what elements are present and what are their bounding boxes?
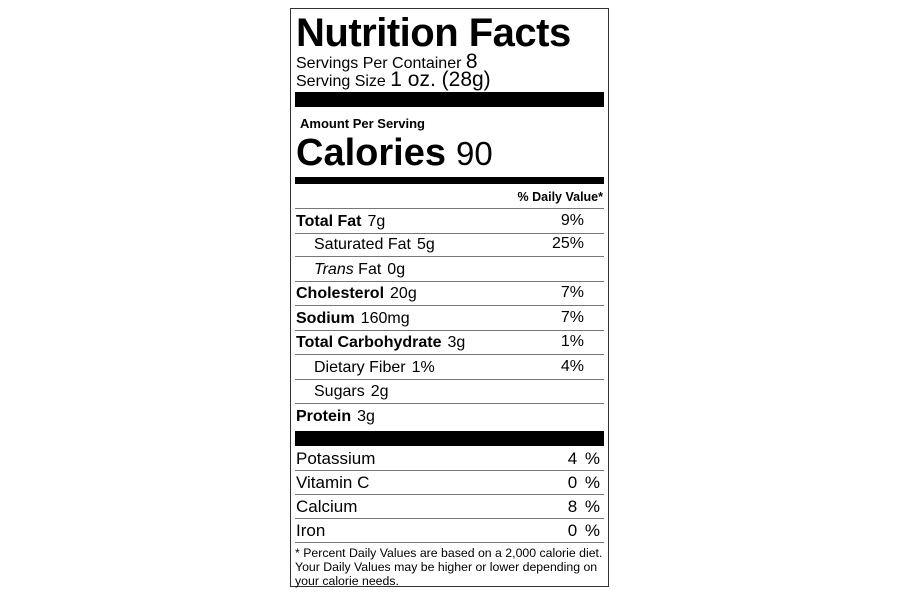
mineral-name: Potassium	[296, 449, 376, 468]
nutrient-daily-value: 1%	[560, 333, 584, 350]
amount-per-serving: Amount Per Serving	[300, 116, 425, 131]
mineral-name: Vitamin C	[296, 473, 370, 492]
nutrient-row: Total Fat 7g 9%	[295, 208, 604, 234]
nutrient-label-suffix: Fat	[358, 261, 382, 278]
nutrient-amount: 7g	[367, 213, 386, 230]
nutrient-row: Protein 3g	[295, 404, 604, 428]
nutrient-daily-value: 25%	[551, 235, 584, 252]
nutrient-name: Dietary Fiber 1%	[314, 359, 435, 377]
nutrient-amount: 0g	[387, 261, 406, 278]
daily-value-header: % Daily Value*	[517, 190, 603, 204]
nutrient-label: Sugars	[314, 383, 365, 400]
calories-label: Calories	[296, 132, 446, 174]
medium-divider	[295, 177, 604, 184]
nutrient-amount: 1%	[411, 359, 435, 376]
nutrient-label: Saturated Fat	[314, 236, 411, 253]
nutrient-name: Protein 3g	[296, 408, 375, 426]
nutrient-label: Sodium	[296, 310, 355, 327]
nutrient-row: Sodium 160mg 7%	[295, 306, 604, 331]
nutrient-daily-value: 7%	[560, 284, 584, 301]
nutrient-label: Protein	[296, 408, 352, 425]
nutrient-row: Dietary Fiber 1% 4%	[295, 355, 604, 380]
nutrient-row: Saturated Fat 5g 25%	[295, 232, 604, 257]
nutrient-label: Dietary Fiber	[314, 359, 406, 376]
mineral-row: Vitamin C 0 %	[295, 470, 604, 495]
nutrient-label: Trans	[314, 261, 354, 278]
mineral-name: Calcium	[296, 497, 358, 516]
nutrient-row: Total Carbohydrate 3g 1%	[295, 330, 604, 355]
nutrient-name: Trans Fat 0g	[314, 261, 405, 279]
calories: Calories 90	[296, 131, 493, 176]
nutrient-row: Sugars 2g	[295, 379, 604, 404]
label-title: Nutrition Facts	[296, 11, 571, 55]
nutrient-row: Cholesterol 20g 7%	[295, 281, 604, 306]
thick-divider	[295, 431, 604, 446]
thick-divider	[295, 92, 604, 107]
nutrient-amount: 2g	[370, 383, 389, 400]
nutrient-name: Total Fat 7g	[296, 213, 385, 231]
nutrient-amount: 5g	[416, 236, 435, 253]
nutrient-label: Total Carbohydrate	[296, 334, 442, 351]
mineral-row: Calcium 8 %	[295, 494, 604, 519]
nutrient-amount: 3g	[357, 408, 375, 425]
mineral-daily-value: 0 %	[567, 521, 600, 540]
serving-size-value: 1 oz. (28g)	[390, 68, 491, 91]
nutrient-daily-value: 4%	[560, 358, 584, 375]
nutrient-label: Total Fat	[296, 213, 362, 230]
nutrient-row: Trans Fat 0g	[295, 257, 604, 282]
nutrient-amount: 20g	[390, 285, 417, 302]
nutrient-name: Cholesterol 20g	[296, 285, 417, 303]
nutrition-facts-label: Nutrition Facts Servings Per Container 8…	[290, 8, 609, 588]
servings-label: Servings Per Container	[296, 55, 462, 72]
serving-size-label: Serving Size	[296, 73, 386, 90]
mineral-daily-value: 0 %	[567, 473, 600, 492]
serving-size: Serving Size 1 oz. (28g)	[296, 68, 491, 91]
mineral-daily-value: 8 %	[567, 497, 600, 516]
mineral-daily-value: 4 %	[567, 449, 600, 468]
servings-per-container: Servings Per Container 8	[296, 50, 478, 73]
footnote: * Percent Daily Values are based on a 2,…	[295, 546, 603, 588]
servings-value: 8	[465, 50, 478, 73]
nutrient-name: Total Carbohydrate 3g	[296, 334, 465, 352]
nutrient-amount: 3g	[447, 334, 466, 351]
nutrient-name: Sodium 160mg	[296, 310, 410, 328]
nutrient-daily-value: 9%	[560, 212, 584, 229]
mineral-row: Potassium 4 %	[295, 446, 604, 471]
nutrient-name: Saturated Fat 5g	[314, 236, 435, 254]
nutrient-label: Cholesterol	[296, 285, 385, 302]
mineral-row: Iron 0 %	[295, 518, 604, 543]
mineral-name: Iron	[296, 521, 326, 540]
calories-value: 90	[455, 135, 493, 172]
nutrient-amount: 160mg	[360, 310, 410, 327]
nutrient-name: Sugars 2g	[314, 383, 389, 401]
nutrient-daily-value: 7%	[560, 309, 584, 326]
